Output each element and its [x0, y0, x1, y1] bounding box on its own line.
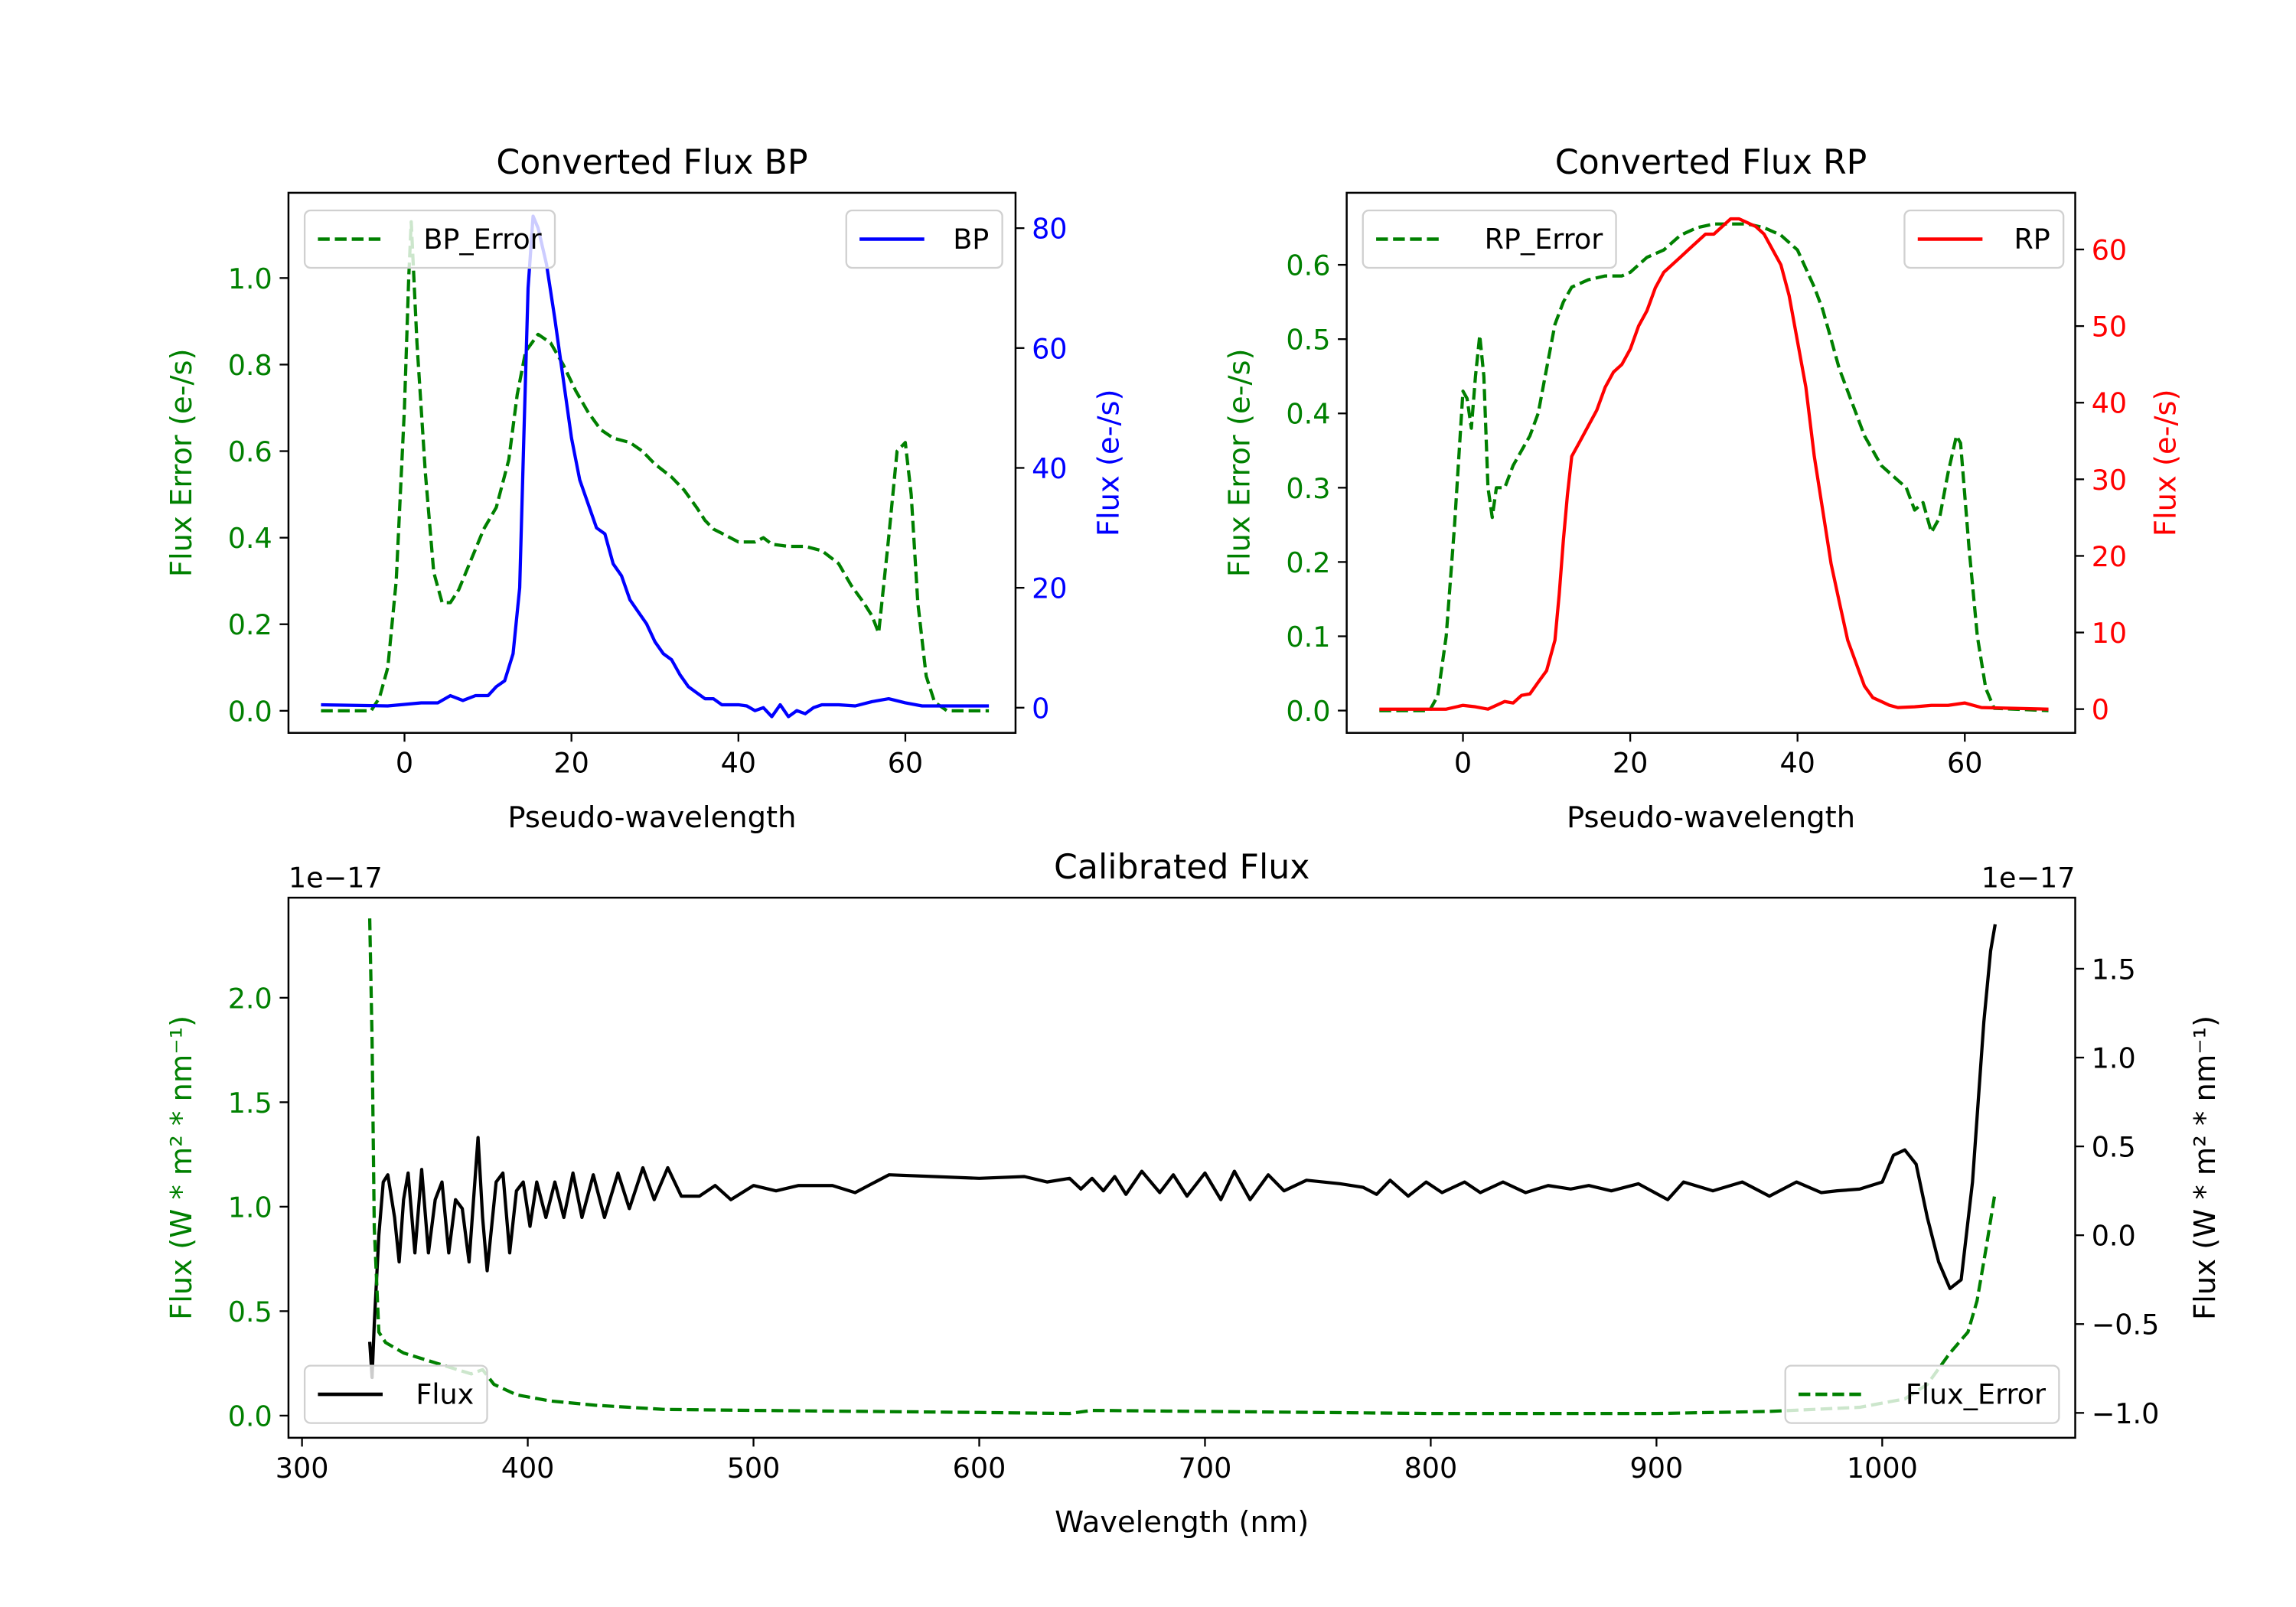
- x-tick-label: 0: [396, 747, 413, 780]
- y-tick-label-left: 2.0: [228, 982, 272, 1015]
- y-tick-label-right: 0.0: [2092, 1220, 2136, 1253]
- calibrated-panel: 300 400 500 600 700 800 900 1000 0.0 0.5 1.0 1.5 2.0…: [165, 848, 2223, 1540]
- legend-bp: BP: [845, 209, 1003, 269]
- y-tick-label-right: 20: [2092, 540, 2127, 573]
- y-tick-label-left: 0.4: [228, 522, 272, 555]
- chart-title: Converted Flux BP: [496, 143, 807, 182]
- legend-box: [1903, 209, 2065, 269]
- x-tick-label: 40: [1779, 747, 1815, 780]
- y-tick-label-left: 1.5: [228, 1087, 272, 1120]
- legend-label: Flux_Error: [1906, 1378, 2047, 1411]
- x-tick-label: 400: [501, 1452, 555, 1485]
- y-tick-label-right: 60: [2092, 233, 2127, 266]
- x-tick-label: 300: [276, 1452, 329, 1485]
- y-tick-label-left: 0.1: [1286, 621, 1330, 654]
- legend-rp-error: RP_Error: [1362, 209, 1617, 269]
- x-tick-label: 800: [1404, 1452, 1458, 1485]
- series-line-rp: [1379, 217, 2049, 711]
- y-tick-label-right: 0.5: [2092, 1131, 2136, 1164]
- x-tick-label: 60: [1947, 747, 1982, 780]
- y-tick-label-left: 0.5: [1286, 324, 1330, 357]
- legend-box: [303, 1364, 488, 1424]
- legend-flux-error: Flux_Error: [1784, 1364, 2060, 1424]
- y-tick-label-right: 0: [2092, 693, 2109, 726]
- series-line-bp-error: [321, 220, 990, 712]
- legend-label: BP_Error: [423, 223, 542, 256]
- y-tick-label-right: 60: [1032, 332, 1067, 365]
- y-tick-label-left: 0.5: [228, 1296, 272, 1328]
- y-axis-label-left: Flux (W * m² * nm⁻¹): [165, 1015, 199, 1320]
- x-axis-label: Pseudo-wavelength: [507, 800, 796, 835]
- legend-box: [303, 209, 556, 269]
- axes-frame: [287, 191, 1017, 734]
- y-tick-label-left: 1.0: [228, 1191, 272, 1224]
- y-offset-left: 1e−17: [289, 862, 383, 895]
- x-tick-label: 20: [553, 747, 589, 780]
- chart-title: Calibrated Flux: [1054, 848, 1309, 887]
- y-axis-label-right: Flux (e-/s): [2148, 389, 2183, 536]
- y-tick-label-right: 50: [2092, 311, 2127, 344]
- y-tick-label-right: −1.0: [2092, 1397, 2160, 1430]
- y-axis-label-right: Flux (e-/s): [1092, 389, 1127, 536]
- x-tick-label: 40: [721, 747, 756, 780]
- y-tick-label-left: 1.0: [228, 262, 272, 295]
- y-tick-label-right: 20: [1032, 572, 1067, 605]
- x-tick-label: 0: [1454, 747, 1472, 780]
- y-tick-label-left: 0.6: [228, 435, 272, 468]
- x-axis-label: Pseudo-wavelength: [1567, 800, 1855, 835]
- legend-label: RP_Error: [1485, 223, 1604, 256]
- y-axis-label-left: Flux Error (e-/s): [1223, 348, 1257, 577]
- y-tick-label-left: 0.0: [228, 695, 272, 728]
- y-tick-label-right: 1.5: [2092, 953, 2136, 986]
- x-tick-label: 60: [888, 747, 923, 780]
- legend-box: [1362, 209, 1617, 269]
- rp-panel: 0 20 40 60 0.0 0.1 0.2 0.3 0.4 0.5 0.6 0 10 20 30 40 50 6…: [1223, 143, 2183, 835]
- y-tick-label-left: 0.0: [228, 1400, 272, 1433]
- x-tick-label: 900: [1630, 1452, 1684, 1485]
- series-line-flux: [367, 924, 1998, 1380]
- y-tick-label-right: 40: [2092, 387, 2127, 420]
- bp-panel: 0 20 40 60 0.0 0.2 0.4 0.6 0.8 1.0 0 20 40 60 80 Conver…: [165, 143, 1127, 835]
- y-axis-label-left: Flux Error (e-/s): [165, 348, 199, 577]
- y-tick-label-left: 0.6: [1286, 249, 1330, 282]
- y-tick-label-right: 10: [2092, 617, 2127, 650]
- y-tick-label-left: 0.3: [1286, 472, 1330, 505]
- legend-rp: RP: [1903, 209, 2065, 269]
- x-tick-label: 700: [1179, 1452, 1232, 1485]
- y-tick-label-left: 0.2: [228, 608, 272, 641]
- legend-label: Flux: [416, 1378, 474, 1411]
- legend-label: BP: [953, 223, 989, 256]
- y-tick-label-right: 30: [2092, 464, 2127, 497]
- x-axis-label: Wavelength (nm): [1055, 1505, 1309, 1540]
- y-tick-label-left: 0.0: [1286, 695, 1330, 728]
- chart-title: Converted Flux RP: [1555, 143, 1867, 182]
- y-tick-label-right: 80: [1032, 213, 1067, 246]
- y-tick-label-left: 0.8: [228, 349, 272, 382]
- y-tick-label-right: 0: [1032, 692, 1049, 725]
- axes-frame: [1345, 191, 2076, 734]
- legend-label: RP: [2014, 223, 2050, 256]
- x-tick-label: 1000: [1847, 1452, 1918, 1485]
- axes-frame: [287, 896, 2076, 1439]
- y-tick-label-left: 0.2: [1286, 546, 1330, 579]
- series-line-bp: [321, 214, 990, 719]
- legend-flux: Flux: [303, 1364, 488, 1424]
- x-tick-label: 500: [727, 1452, 781, 1485]
- y-tick-label-left: 0.4: [1286, 398, 1330, 431]
- y-tick-label-right: 40: [1032, 452, 1067, 485]
- x-tick-label: 20: [1613, 747, 1648, 780]
- y-tick-label-right: −0.5: [2092, 1309, 2160, 1341]
- legend-box: [1784, 1364, 2060, 1424]
- legend-bp-error: BP_Error: [303, 209, 556, 269]
- series-line-rp-error: [1379, 222, 2049, 712]
- y-axis-label-right: Flux (W * m² * nm⁻¹): [2188, 1015, 2223, 1320]
- y-tick-label-right: 1.0: [2092, 1041, 2136, 1074]
- x-tick-label: 600: [953, 1452, 1006, 1485]
- y-offset-right: 1e−17: [1981, 862, 2076, 895]
